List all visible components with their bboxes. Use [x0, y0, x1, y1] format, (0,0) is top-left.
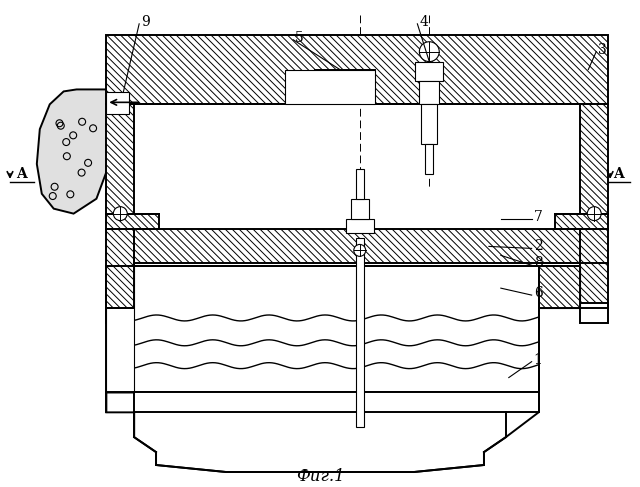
Text: 4: 4 — [419, 15, 428, 29]
Bar — [106, 35, 608, 104]
Text: 8: 8 — [534, 256, 542, 270]
Bar — [419, 81, 439, 104]
Text: 1: 1 — [534, 353, 543, 367]
Bar — [580, 104, 608, 214]
Circle shape — [354, 244, 365, 256]
Bar — [106, 266, 134, 308]
Text: 7: 7 — [534, 209, 543, 224]
Bar — [539, 266, 580, 308]
Circle shape — [419, 42, 439, 61]
Bar — [106, 228, 134, 308]
Bar — [415, 61, 444, 81]
Bar — [106, 104, 134, 214]
Bar — [134, 266, 539, 393]
Polygon shape — [106, 393, 539, 472]
Text: A: A — [17, 167, 28, 181]
Bar — [106, 35, 608, 104]
Bar — [134, 228, 580, 263]
Circle shape — [588, 206, 601, 221]
Bar — [315, 70, 374, 104]
Text: 9: 9 — [141, 15, 150, 29]
Polygon shape — [37, 90, 121, 214]
Bar — [346, 219, 374, 233]
Text: 3: 3 — [598, 43, 607, 56]
Bar — [106, 93, 129, 114]
Bar — [556, 214, 608, 228]
Bar — [106, 104, 134, 214]
Bar — [106, 214, 159, 228]
Bar — [426, 144, 433, 174]
Bar — [556, 214, 608, 228]
Bar — [421, 104, 437, 144]
Bar — [134, 228, 580, 263]
Bar — [539, 266, 580, 308]
Circle shape — [113, 206, 127, 221]
Bar — [134, 393, 539, 412]
Bar — [539, 266, 580, 308]
Bar — [285, 70, 374, 104]
Bar — [356, 239, 364, 427]
Text: Фиг.1: Фиг.1 — [296, 468, 344, 486]
Text: 2: 2 — [534, 240, 542, 253]
Bar — [351, 199, 369, 219]
Bar — [315, 70, 374, 104]
Bar — [580, 228, 608, 308]
Bar — [106, 228, 134, 308]
Bar — [106, 214, 159, 228]
Bar — [106, 266, 134, 308]
Text: 5: 5 — [295, 31, 304, 45]
Bar — [580, 104, 608, 214]
Bar — [106, 266, 134, 393]
Bar — [580, 303, 608, 323]
Text: A: A — [612, 167, 623, 181]
Bar — [356, 169, 364, 199]
Text: 6: 6 — [534, 286, 542, 300]
Bar — [580, 228, 608, 308]
Bar — [106, 303, 134, 323]
